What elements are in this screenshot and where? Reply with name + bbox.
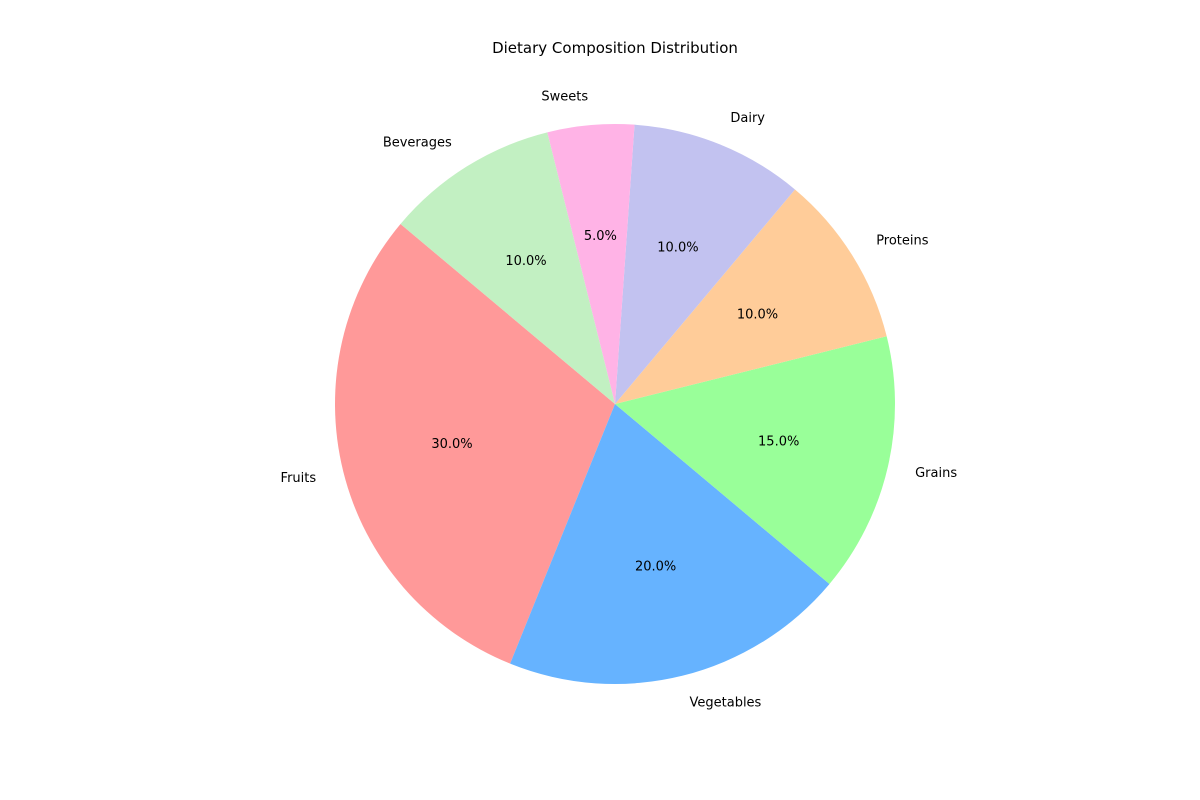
- percent-labels: 30.0% 20.0% 15.0% 10.0% 10.0% 5.0% 10.0%: [431, 229, 799, 574]
- percent-label-sweets: 5.0%: [584, 229, 617, 244]
- percent-label-beverages: 10.0%: [505, 254, 546, 269]
- pie-slice-proteins: [615, 189, 887, 404]
- percent-label-vegetables: 20.0%: [635, 560, 676, 575]
- percent-label-proteins: 10.0%: [737, 307, 778, 322]
- chart-title: Dietary Composition Distribution: [492, 39, 738, 57]
- pie-slice-dairy: [615, 124, 795, 405]
- pie-slice-grains: [615, 336, 895, 584]
- category-labels: Fruits Vegetables Grains Proteins Dairy Sweet…: [281, 90, 958, 711]
- pie-slices: [335, 123, 895, 684]
- pie-slice-sweets: [547, 123, 635, 405]
- percent-label-grains: 15.0%: [758, 434, 799, 449]
- category-label-beverages: Beverages: [383, 135, 452, 150]
- category-label-grains: Grains: [915, 466, 957, 481]
- category-label-proteins: Proteins: [876, 233, 929, 248]
- pie-slice-fruits: [335, 224, 615, 664]
- category-label-vegetables: Vegetables: [690, 695, 762, 710]
- pie-slice-vegetables: [510, 404, 830, 684]
- percent-label-dairy: 10.0%: [657, 241, 698, 256]
- category-label-fruits: Fruits: [281, 471, 317, 486]
- category-label-sweets: Sweets: [541, 90, 588, 105]
- percent-label-fruits: 30.0%: [431, 437, 472, 452]
- category-label-dairy: Dairy: [730, 111, 765, 126]
- pie-slice-beverages: [400, 132, 615, 404]
